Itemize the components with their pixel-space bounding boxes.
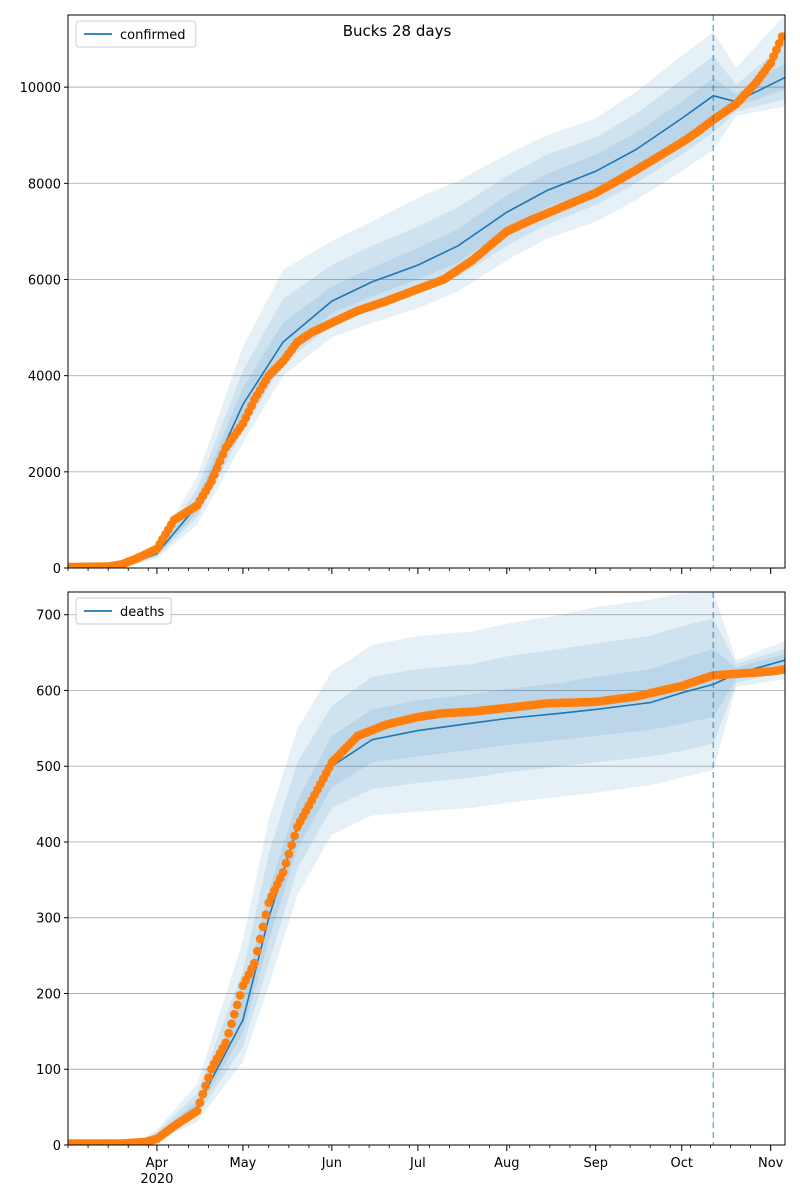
observed-point: [252, 946, 262, 956]
x-tick-label: Oct: [671, 1156, 693, 1171]
uncertainty-band-2: [68, 43, 785, 568]
observed-point: [215, 456, 225, 466]
observed-point: [192, 1106, 202, 1116]
x-tick-label: Sep: [583, 1156, 608, 1171]
legend-box: [75, 20, 197, 48]
observed-point: [218, 450, 228, 459]
observed-point: [772, 45, 781, 55]
y-tick-label: 700: [36, 609, 61, 624]
plot-area: [68, 592, 785, 1145]
observed-point: [287, 840, 297, 850]
x-tick-label: Jul: [409, 1156, 426, 1171]
confirmed-panel: 0 2000 4000 6000 8000 10000 confirmed: [20, 14, 786, 577]
observed-point: [780, 664, 785, 674]
observed-point: [235, 991, 245, 1000]
x-tick-label: May: [230, 1156, 257, 1171]
chart-title: Bucks 28 days: [343, 22, 452, 40]
legend-box: [75, 597, 172, 625]
y-tick-label: 4000: [28, 370, 61, 385]
observed-point: [774, 38, 784, 48]
legend-label: confirmed: [120, 28, 186, 43]
y-tick-label: 300: [36, 912, 61, 927]
observed-point: [204, 1073, 213, 1082]
uncertainty-band-1: [68, 15, 785, 568]
uncertainty-band-2: [68, 618, 785, 1145]
axes-frame: [67, 591, 786, 1146]
observed-point: [258, 922, 268, 932]
observed-point: [221, 1038, 231, 1048]
uncertainty-band-1: [68, 592, 785, 1145]
uncertainty-band-3: [68, 63, 785, 568]
y-tick-label: 400: [36, 836, 61, 851]
observed-point: [261, 910, 271, 920]
observed-point: [284, 849, 294, 859]
legend: confirmed: [75, 20, 197, 48]
observed-point: [766, 58, 776, 68]
x-tick-label: Jun: [321, 1156, 342, 1171]
y-tick-label: 6000: [28, 273, 61, 288]
y-tick-label: 10000: [20, 81, 61, 96]
uncertainty-band-3: [68, 648, 785, 1145]
axes-frame: [67, 14, 786, 569]
observed-point: [201, 1081, 211, 1091]
y-tick-label: 2000: [28, 466, 61, 481]
y-tick-label: 8000: [28, 177, 61, 192]
y-tick-label: 100: [36, 1063, 61, 1078]
observed-point: [229, 1009, 239, 1019]
y-tick-label: 200: [36, 987, 61, 1002]
observed-point: [290, 831, 299, 841]
observed-point: [250, 958, 259, 968]
plot-area: [68, 15, 785, 568]
observed-point: [198, 1089, 208, 1099]
y-tick-label: 500: [36, 760, 61, 775]
observed-point: [209, 470, 219, 480]
observed-point: [278, 867, 288, 877]
x-tick-sublabel: 2020: [140, 1172, 173, 1187]
y-tick-label: 600: [36, 684, 61, 699]
x-tick-label: Nov: [758, 1156, 784, 1171]
x-tick-label: Aug: [494, 1156, 519, 1171]
legend-label: deaths: [120, 605, 165, 620]
observed-point: [281, 858, 291, 868]
y-tick-label: 0: [53, 562, 61, 577]
observed-point: [207, 477, 216, 486]
observed-point: [777, 32, 785, 41]
x-tick-label: Apr: [146, 1156, 169, 1171]
observed-point: [232, 1000, 242, 1010]
observed-point: [224, 1028, 234, 1038]
legend: deaths: [75, 597, 172, 625]
observed-point: [255, 934, 265, 944]
observed-point: [195, 1098, 205, 1107]
observed-point: [769, 52, 778, 61]
observed-point: [227, 1019, 236, 1029]
y-tick-label: 0: [53, 1139, 61, 1154]
observed-point: [212, 463, 222, 473]
